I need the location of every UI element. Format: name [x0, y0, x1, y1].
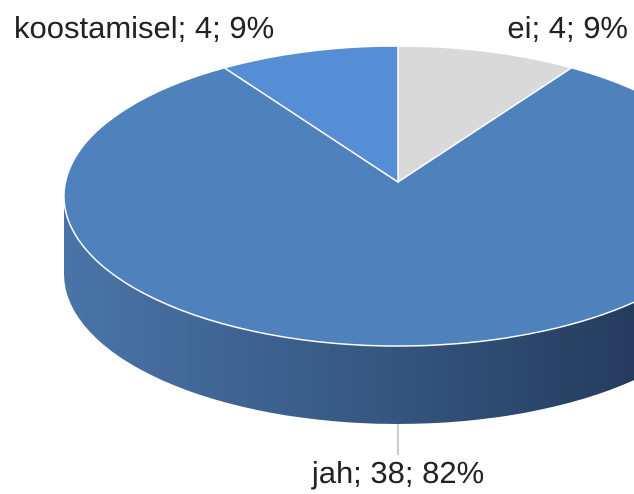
pie-slice	[397, 45, 574, 184]
data-label: jah; 38; 82%	[311, 455, 484, 490]
data-label: ei; 4; 9%	[507, 10, 628, 45]
data-label: koostamisel; 4; 9%	[14, 10, 274, 45]
pie-side	[64, 196, 634, 424]
pie-slice	[63, 67, 634, 347]
pie-slice	[222, 45, 399, 184]
